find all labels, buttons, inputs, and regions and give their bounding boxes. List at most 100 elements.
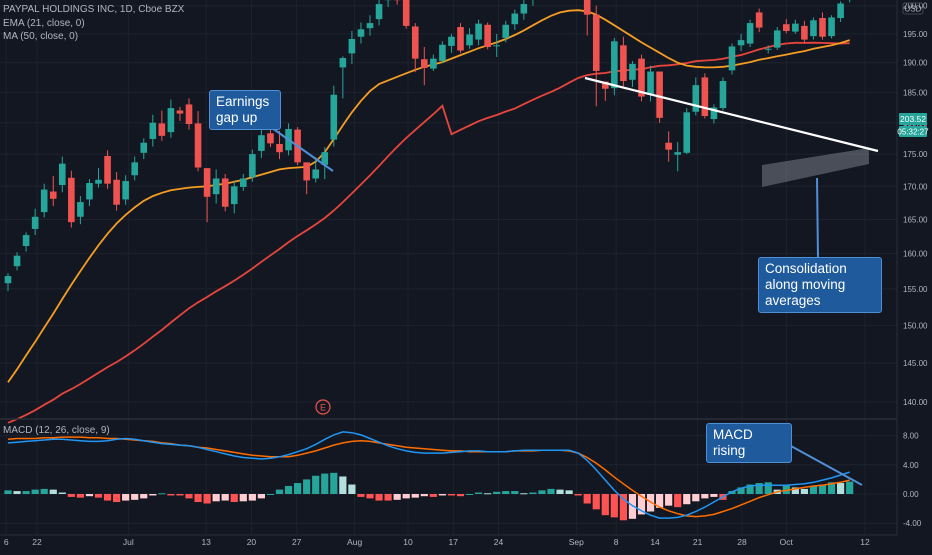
- candle[interactable]: [14, 252, 21, 270]
- candle[interactable]: [466, 28, 473, 49]
- candle[interactable]: [358, 23, 365, 44]
- candle-body: [502, 25, 509, 38]
- consolidation-callout[interactable]: Consolidation along moving averages: [758, 257, 882, 313]
- candle[interactable]: [756, 9, 763, 33]
- candle[interactable]: [140, 138, 147, 159]
- candle[interactable]: [150, 115, 157, 147]
- candle-body: [86, 183, 93, 199]
- candle[interactable]: [240, 174, 247, 191]
- candle[interactable]: [729, 44, 736, 75]
- candle[interactable]: [674, 142, 681, 171]
- candle[interactable]: [95, 168, 102, 187]
- earnings-event-marker[interactable]: E: [316, 400, 330, 414]
- macd-tick-label: -4.00: [903, 519, 922, 528]
- ema-legend[interactable]: EMA (21, close, 0): [3, 18, 85, 29]
- symbol-legend[interactable]: PAYPAL HOLDINGS INC, 1D, Cboe BZX: [3, 4, 184, 15]
- candle[interactable]: [41, 184, 48, 218]
- candle[interactable]: [819, 12, 826, 39]
- candle-body: [249, 154, 256, 177]
- macd-histogram-bar: [149, 494, 156, 495]
- candle[interactable]: [439, 41, 446, 63]
- candle-body: [693, 85, 700, 112]
- candle[interactable]: [104, 150, 111, 189]
- candle-body: [312, 169, 319, 178]
- candle[interactable]: [5, 273, 12, 291]
- candle[interactable]: [367, 15, 374, 35]
- candle[interactable]: [86, 179, 93, 206]
- candle[interactable]: [168, 100, 175, 138]
- macd-histogram-bar: [448, 494, 455, 495]
- candle-body: [421, 59, 428, 68]
- candle[interactable]: [475, 20, 482, 46]
- candle[interactable]: [77, 196, 84, 224]
- macd-histogram-bar: [529, 493, 536, 494]
- candle[interactable]: [177, 107, 184, 121]
- candle[interactable]: [711, 104, 718, 123]
- candle[interactable]: [412, 23, 419, 72]
- candle[interactable]: [213, 169, 220, 203]
- date-tick-label: 20: [247, 537, 257, 547]
- candle[interactable]: [810, 17, 817, 39]
- candle[interactable]: [620, 37, 627, 87]
- candle[interactable]: [774, 27, 781, 50]
- candle[interactable]: [638, 55, 645, 102]
- candle[interactable]: [186, 98, 193, 129]
- candle[interactable]: [394, 0, 401, 5]
- candle[interactable]: [204, 168, 211, 222]
- candle[interactable]: [484, 23, 491, 50]
- macd-histogram-bar: [403, 494, 410, 498]
- candle[interactable]: [331, 86, 338, 147]
- candle[interactable]: [303, 162, 310, 194]
- candle[interactable]: [738, 34, 745, 51]
- candle[interactable]: [159, 111, 166, 141]
- candle[interactable]: [629, 61, 636, 87]
- candle[interactable]: [512, 10, 519, 30]
- earnings-callout[interactable]: Earnings gap up: [209, 90, 281, 130]
- candle-body: [683, 112, 690, 152]
- ma-legend[interactable]: MA (50, close, 0): [3, 31, 78, 42]
- candle[interactable]: [665, 131, 672, 161]
- candle[interactable]: [828, 15, 835, 38]
- candle[interactable]: [50, 176, 57, 206]
- macd-histogram-bar: [285, 486, 292, 494]
- candle[interactable]: [222, 174, 229, 211]
- candle[interactable]: [683, 108, 690, 154]
- candle[interactable]: [421, 47, 428, 85]
- macd-legend[interactable]: MACD (12, 26, close, 9): [3, 425, 110, 436]
- candle-body: [177, 111, 184, 114]
- candle[interactable]: [113, 172, 120, 211]
- macd-histogram-bar: [394, 494, 401, 500]
- candle[interactable]: [59, 157, 66, 193]
- candle[interactable]: [231, 180, 238, 213]
- candle[interactable]: [801, 21, 808, 44]
- macd-histogram-bar: [511, 491, 518, 494]
- candle[interactable]: [837, 1, 844, 22]
- candle[interactable]: [430, 55, 437, 71]
- price-tick-label: 190.00: [903, 59, 928, 68]
- macd-callout[interactable]: MACD rising: [706, 423, 792, 463]
- candle[interactable]: [521, 0, 528, 20]
- candle[interactable]: [23, 232, 30, 251]
- candle[interactable]: [131, 157, 138, 181]
- macd-histogram-bar: [104, 494, 111, 501]
- candle[interactable]: [783, 19, 790, 33]
- candle[interactable]: [403, 0, 410, 29]
- candle[interactable]: [376, 0, 383, 25]
- macd-histogram-bar: [375, 494, 382, 501]
- candle[interactable]: [68, 171, 75, 228]
- candle[interactable]: [792, 20, 799, 34]
- candle[interactable]: [720, 77, 727, 110]
- candle[interactable]: [702, 73, 709, 118]
- candle[interactable]: [584, 0, 591, 36]
- candle[interactable]: [249, 150, 256, 182]
- candle-body: [738, 40, 745, 45]
- candle[interactable]: [457, 23, 464, 53]
- candle[interactable]: [195, 111, 202, 171]
- candle-body: [195, 123, 202, 167]
- candle[interactable]: [593, 6, 600, 107]
- date-tick-label: Aug: [347, 537, 362, 547]
- candle[interactable]: [747, 20, 754, 47]
- candle[interactable]: [846, 0, 853, 2]
- resistance-trendline[interactable]: [585, 78, 878, 151]
- candle[interactable]: [530, 0, 537, 6]
